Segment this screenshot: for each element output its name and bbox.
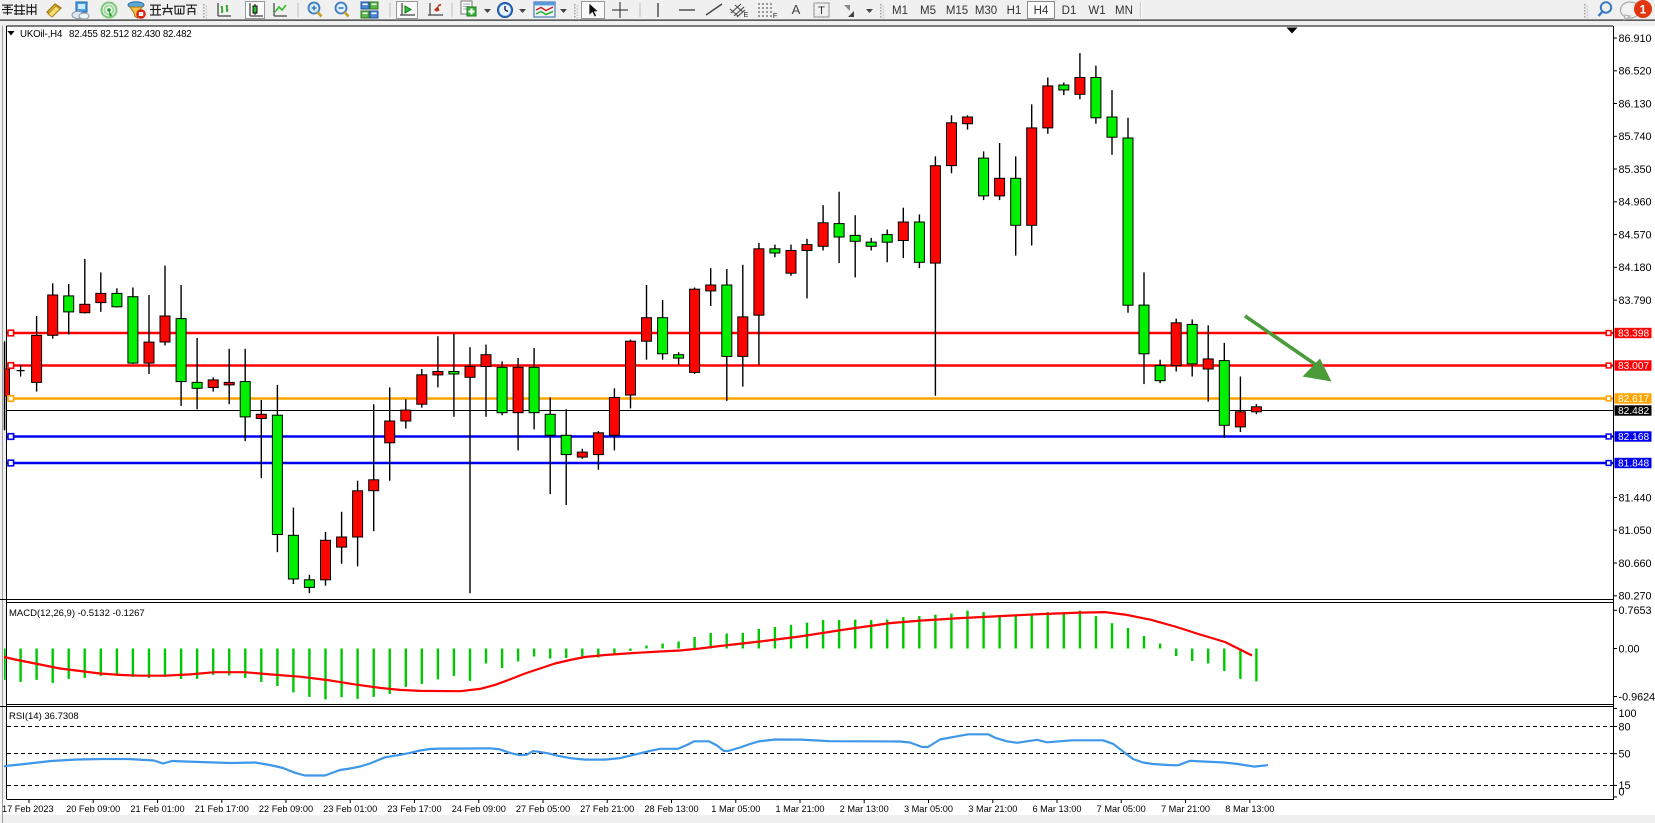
svg-text:80.270: 80.270 bbox=[1619, 591, 1652, 603]
svg-text:82.617: 82.617 bbox=[1618, 394, 1649, 405]
svg-text:0: 0 bbox=[1619, 787, 1625, 799]
svg-text:15: 15 bbox=[1619, 780, 1631, 792]
svg-text:M15: M15 bbox=[946, 5, 968, 17]
svg-text:80.660: 80.660 bbox=[1619, 558, 1652, 570]
svg-text:UKOil-,H4: UKOil-,H4 bbox=[20, 29, 63, 40]
svg-text:22 Feb 09:00: 22 Feb 09:00 bbox=[259, 804, 313, 814]
svg-text:81.050: 81.050 bbox=[1619, 525, 1652, 537]
svg-text:M5: M5 bbox=[920, 5, 936, 17]
svg-text:3 Mar 05:00: 3 Mar 05:00 bbox=[904, 804, 953, 814]
svg-text:82.455 82.512 82.430 82.482: 82.455 82.512 82.430 82.482 bbox=[69, 29, 192, 40]
svg-text:-0.9624: -0.9624 bbox=[1619, 691, 1655, 703]
svg-text:84.960: 84.960 bbox=[1619, 197, 1652, 209]
svg-text:F: F bbox=[773, 13, 777, 20]
svg-text:86.520: 86.520 bbox=[1619, 66, 1652, 78]
svg-text:RSI(14) 36.7308: RSI(14) 36.7308 bbox=[9, 711, 79, 722]
svg-text:3 Mar 21:00: 3 Mar 21:00 bbox=[968, 804, 1017, 814]
svg-text:84.180: 84.180 bbox=[1619, 262, 1652, 274]
svg-text:T: T bbox=[818, 5, 825, 17]
svg-text:6 Mar 13:00: 6 Mar 13:00 bbox=[1032, 804, 1081, 814]
svg-text:MACD(12,26,9) -0.5132 -0.1267: MACD(12,26,9) -0.5132 -0.1267 bbox=[9, 608, 145, 619]
svg-text:0.00: 0.00 bbox=[1619, 643, 1640, 655]
svg-text:21 Feb 01:00: 21 Feb 01:00 bbox=[130, 804, 184, 814]
svg-text:81.440: 81.440 bbox=[1619, 492, 1652, 504]
svg-text:D1: D1 bbox=[1062, 5, 1077, 17]
svg-text:1 Mar 21:00: 1 Mar 21:00 bbox=[775, 804, 824, 814]
svg-text:M30: M30 bbox=[975, 5, 997, 17]
svg-text:28 Feb 13:00: 28 Feb 13:00 bbox=[644, 804, 698, 814]
svg-text:81.848: 81.848 bbox=[1618, 459, 1649, 470]
svg-text:7 Mar 21:00: 7 Mar 21:00 bbox=[1161, 804, 1210, 814]
svg-text:M1: M1 bbox=[892, 5, 908, 17]
svg-text:2 Mar 13:00: 2 Mar 13:00 bbox=[840, 804, 889, 814]
svg-text:21 Feb 17:00: 21 Feb 17:00 bbox=[195, 804, 249, 814]
svg-text:7 Mar 05:00: 7 Mar 05:00 bbox=[1097, 804, 1146, 814]
svg-text:82.482: 82.482 bbox=[1618, 406, 1649, 417]
svg-text:MN: MN bbox=[1115, 5, 1133, 17]
svg-text:H1: H1 bbox=[1007, 5, 1022, 17]
svg-text:27 Feb 05:00: 27 Feb 05:00 bbox=[516, 804, 570, 814]
svg-text:1: 1 bbox=[1640, 3, 1647, 17]
svg-text:83.007: 83.007 bbox=[1618, 361, 1649, 372]
svg-text:20 Feb 09:00: 20 Feb 09:00 bbox=[66, 804, 120, 814]
svg-text:86.910: 86.910 bbox=[1619, 33, 1652, 45]
svg-text:0.7653: 0.7653 bbox=[1619, 605, 1652, 617]
svg-text:27 Feb 21:00: 27 Feb 21:00 bbox=[580, 804, 634, 814]
svg-text:83.790: 83.790 bbox=[1619, 295, 1652, 307]
svg-text:80: 80 bbox=[1619, 721, 1631, 733]
svg-text:H4: H4 bbox=[1034, 5, 1049, 17]
svg-text:E: E bbox=[744, 12, 749, 19]
svg-text:85.740: 85.740 bbox=[1619, 131, 1652, 143]
svg-text:A: A bbox=[792, 2, 801, 17]
svg-text:100: 100 bbox=[1619, 708, 1637, 720]
svg-text:24 Feb 09:00: 24 Feb 09:00 bbox=[452, 804, 506, 814]
svg-text:84.570: 84.570 bbox=[1619, 229, 1652, 241]
svg-text:23 Feb 17:00: 23 Feb 17:00 bbox=[387, 804, 441, 814]
svg-text:86.130: 86.130 bbox=[1619, 98, 1652, 110]
svg-text:50: 50 bbox=[1619, 749, 1631, 761]
svg-text:83.398: 83.398 bbox=[1618, 329, 1649, 340]
svg-text:8 Mar 13:00: 8 Mar 13:00 bbox=[1225, 804, 1274, 814]
svg-text:85.350: 85.350 bbox=[1619, 164, 1652, 176]
svg-text:17 Feb 2023: 17 Feb 2023 bbox=[2, 804, 54, 814]
svg-text:23 Feb 01:00: 23 Feb 01:00 bbox=[323, 804, 377, 814]
svg-text:W1: W1 bbox=[1088, 5, 1105, 17]
svg-text:82.168: 82.168 bbox=[1618, 432, 1649, 443]
svg-text:1 Mar 05:00: 1 Mar 05:00 bbox=[711, 804, 760, 814]
